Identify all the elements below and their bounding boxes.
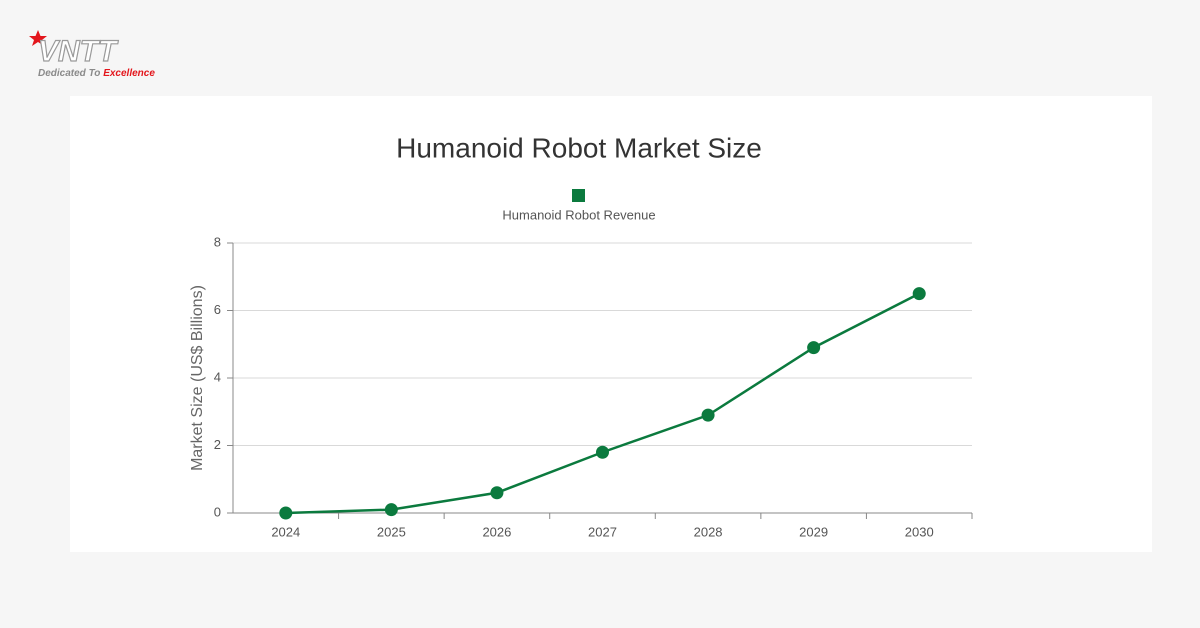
y-tick-label: 4	[214, 369, 221, 384]
logo-star	[29, 30, 47, 46]
x-tick-label: 2027	[588, 524, 617, 539]
x-tick-label: 2030	[905, 524, 934, 539]
x-tick-label: 2024	[271, 524, 300, 539]
x-tick-label: 2028	[694, 524, 723, 539]
data-point	[490, 486, 504, 500]
y-tick-label: 2	[214, 437, 221, 452]
data-point	[807, 341, 821, 355]
y-tick-label: 0	[214, 504, 221, 519]
logo-tagline-accent: Excellence	[103, 68, 155, 79]
data-point	[279, 506, 293, 520]
legend-swatch	[572, 189, 585, 202]
logo-tagline: Dedicated To Excellence	[38, 68, 155, 79]
x-tick-label: 2026	[482, 524, 511, 539]
data-point	[596, 445, 609, 459]
logo-name: VNTT	[38, 35, 119, 68]
legend-label: Humanoid Robot Revenue	[502, 207, 655, 222]
y-tick-label: 8	[214, 234, 221, 249]
chart-title: Humanoid Robot Market Size	[396, 132, 762, 163]
data-point	[384, 503, 398, 517]
x-tick-label: 2025	[377, 524, 406, 539]
data-point	[701, 408, 715, 422]
y-axis-label: Market Size (US$ Billions)	[189, 285, 206, 471]
data-point	[912, 287, 926, 301]
logo: VNTT Dedicated To Excellence	[29, 30, 155, 79]
chart-panel	[70, 96, 1152, 552]
y-tick-label: 6	[214, 302, 221, 317]
logo-tagline-text: Dedicated To	[38, 68, 100, 79]
x-tick-label: 2029	[799, 524, 828, 539]
